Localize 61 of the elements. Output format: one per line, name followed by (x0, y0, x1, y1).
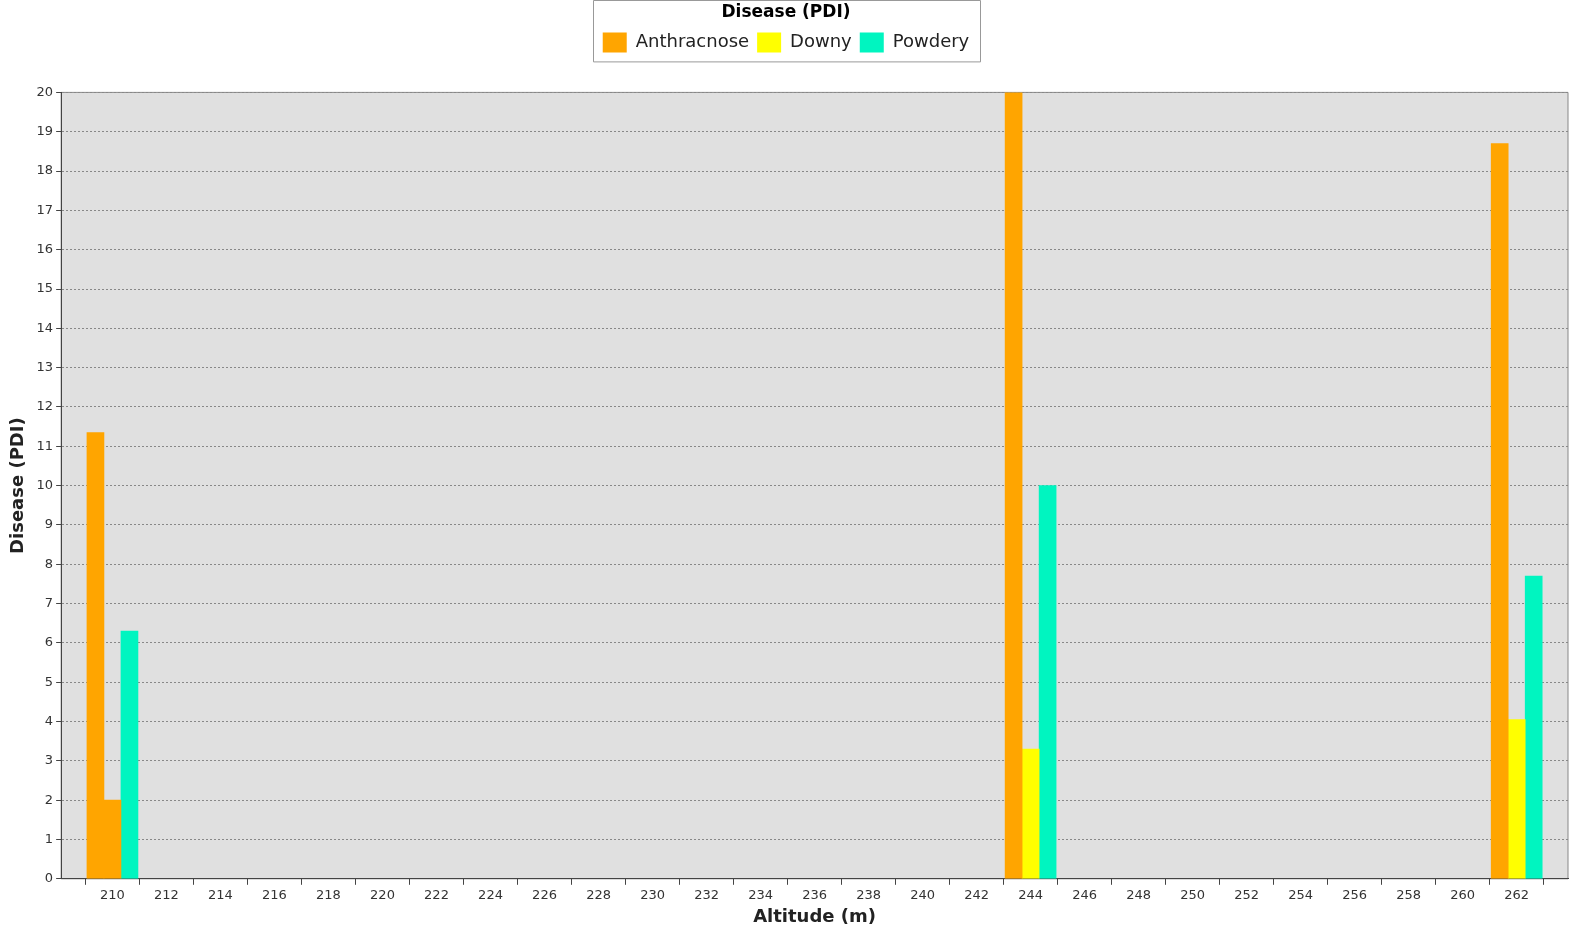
y-tick-label: 15 (36, 280, 54, 296)
y-tick-label: 8 (44, 555, 54, 571)
y-tick-label: 9 (44, 516, 54, 532)
x-tick-label: 214 (208, 886, 233, 902)
x-tick-label: 220 (370, 886, 395, 902)
x-tick-label: 258 (1396, 886, 1422, 902)
x-tick-label: 240 (910, 886, 935, 902)
x-axis-title: Altitude (m) (753, 904, 877, 926)
x-tick-label: 224 (478, 886, 503, 902)
x-tick-label: 222 (424, 886, 449, 902)
x-tick-label: 230 (640, 886, 665, 902)
y-tick-label: 2 (44, 791, 54, 807)
x-tick-label: 212 (154, 886, 179, 902)
y-tick-label: 14 (36, 319, 54, 335)
x-tick-label: 216 (262, 886, 287, 902)
x-tick-label: 256 (1342, 886, 1368, 902)
x-tick-label: 242 (964, 886, 990, 902)
bar (1021, 748, 1040, 879)
x-tick-label: 252 (1234, 886, 1260, 902)
x-tick-label: 262 (1504, 886, 1530, 902)
x-tick-label: 218 (316, 886, 341, 902)
y-tick-label: 11 (36, 437, 54, 453)
bar (1004, 92, 1023, 879)
legend-label: Anthracnose (635, 30, 750, 52)
y-tick-label: 20 (36, 83, 54, 99)
x-tick-label: 250 (1180, 886, 1206, 902)
bar (1038, 485, 1057, 879)
y-tick-label: 19 (36, 123, 54, 139)
y-tick-label: 7 (44, 594, 54, 610)
bar (1507, 719, 1526, 879)
y-tick-label: 13 (36, 359, 54, 375)
y-tick-label: 18 (36, 162, 54, 178)
x-tick-label: 232 (694, 886, 719, 902)
bar (120, 630, 139, 879)
x-tick-label: 234 (748, 886, 773, 902)
x-tick-label: 238 (856, 886, 881, 902)
bar (1490, 143, 1509, 879)
legend-label: Powdery (892, 30, 970, 52)
y-tick-label: 4 (44, 712, 54, 728)
legend-label: Downy (790, 30, 853, 52)
y-tick-label: 3 (44, 752, 54, 768)
x-tick-label: 248 (1126, 886, 1152, 902)
legend-title: Disease (PDI) (721, 0, 851, 21)
x-tick-label: 260 (1450, 886, 1476, 902)
x-tick-label: 244 (1018, 886, 1044, 902)
y-tick-label: 17 (36, 201, 54, 217)
y-tick-label: 16 (36, 241, 54, 257)
y-tick-label: 0 (44, 870, 54, 886)
y-tick-label: 6 (44, 634, 54, 650)
x-tick-label: 226 (532, 886, 557, 902)
x-tick-label: 246 (1072, 886, 1098, 902)
x-tick-label: 254 (1288, 886, 1314, 902)
y-axis-title: Disease (PDI) (6, 417, 28, 554)
bar (1524, 575, 1543, 879)
y-tick-label: 1 (44, 830, 54, 846)
y-tick-label: 5 (44, 673, 54, 689)
y-tick-label: 12 (36, 398, 54, 414)
x-tick-label: 236 (802, 886, 827, 902)
y-tick-label: 10 (36, 476, 54, 492)
x-tick-label: 228 (586, 886, 611, 902)
x-tick-label: 210 (100, 886, 125, 902)
